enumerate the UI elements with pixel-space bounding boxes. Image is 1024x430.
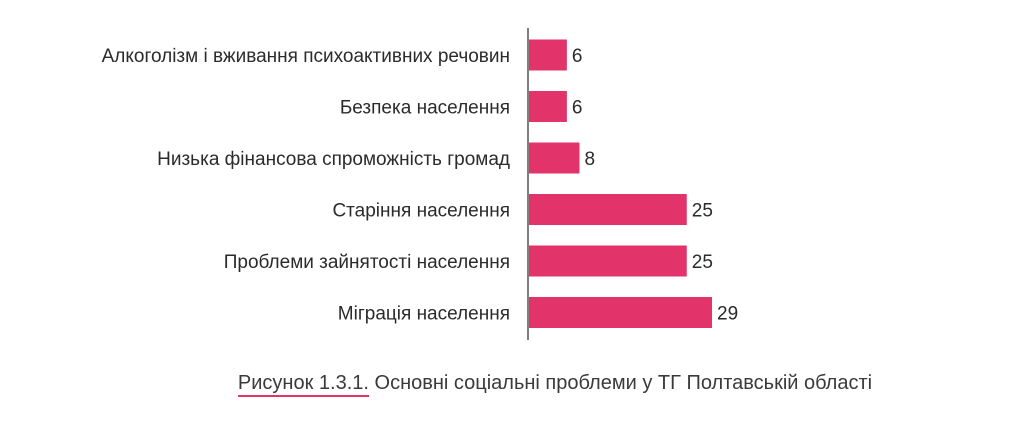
bar-4 bbox=[529, 194, 687, 225]
category-label-3: Низька фінансова спроможність громад bbox=[157, 149, 510, 170]
bar-chart: Алкоголізм і вживання психоактивних речо… bbox=[102, 28, 738, 340]
caption-number: Рисунок 1.3.1. bbox=[237, 372, 369, 397]
bar-5 bbox=[529, 245, 687, 277]
bar-2 bbox=[529, 91, 567, 122]
category-label-1: Алкоголізм і вживання психоактивних речо… bbox=[102, 46, 510, 67]
value-label-2: 6 bbox=[572, 98, 583, 119]
value-label-5: 25 bbox=[692, 252, 713, 273]
value-label-3: 8 bbox=[584, 149, 595, 170]
bar-1 bbox=[529, 39, 567, 71]
figure-caption: Рисунок 1.3.1. Основні соціальні проблем… bbox=[0, 372, 1024, 397]
category-label-6: Міграція населення bbox=[338, 304, 510, 325]
bars-group: Алкоголізм і вживання психоактивних речо… bbox=[102, 39, 738, 328]
category-label-5: Проблеми зайнятості населення bbox=[224, 252, 510, 273]
value-label-1: 6 bbox=[572, 46, 583, 67]
bar-3 bbox=[529, 142, 580, 174]
caption-text: Основні соціальні проблеми у ТГ Полтавсь… bbox=[368, 372, 873, 394]
value-label-4: 25 bbox=[692, 201, 713, 222]
category-label-2: Безпека населення bbox=[340, 98, 510, 119]
category-label-4: Старіння населення bbox=[332, 201, 510, 222]
bar-6 bbox=[529, 297, 712, 328]
value-label-6: 29 bbox=[717, 304, 738, 325]
